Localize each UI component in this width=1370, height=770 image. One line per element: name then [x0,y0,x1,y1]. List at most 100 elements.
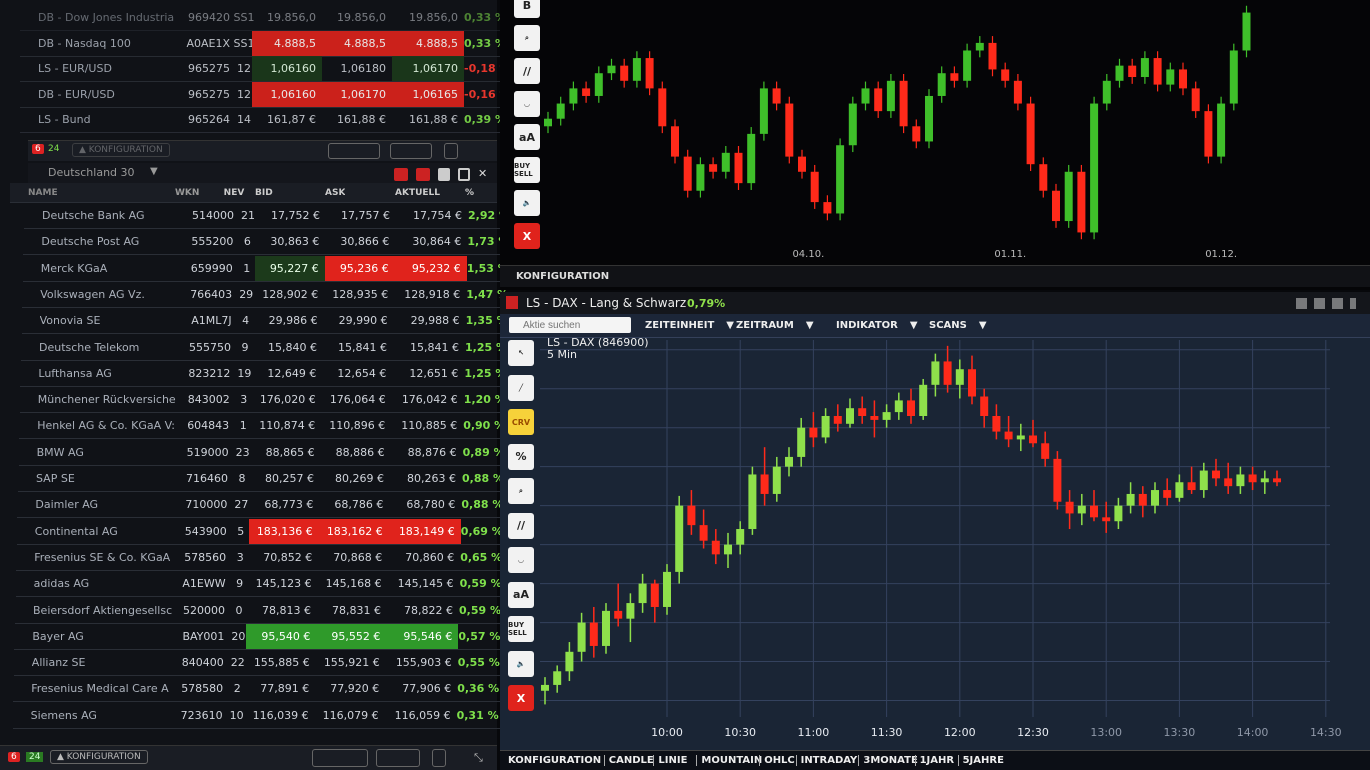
window-controls[interactable] [1296,298,1356,309]
table-row[interactable]: Deutsche Bank AG 514000 21 17,752 € 17,757 €… [24,203,511,229]
table-row[interactable]: Deutsche Telekom 555750 9 15,840 € 15,841 € 1… [21,335,508,361]
tool-speaker-button[interactable]: 🔈 [514,190,540,216]
table-row[interactable]: Fresenius SE & Co. KGaA 578560 3 70,852 € 70… [16,545,504,571]
bell-icon[interactable] [416,168,430,181]
instrument-label: LS - DAX (846900) [547,336,649,349]
list-title[interactable]: Deutschland 30 [48,166,135,179]
menu-scans[interactable]: SCANS ▼ [929,320,987,331]
konfiguration-button[interactable]: ▲ KONFIGURATION [72,143,170,157]
tool-search-button[interactable]: ⌕ [514,25,540,51]
candle [1229,50,1238,104]
col-nev[interactable]: NEV [223,187,245,198]
cell-pct: -0,18 % [464,62,507,75]
tool-buysell-button[interactable]: BUY SELL [508,616,534,642]
chart-type-linie[interactable]: LINIE [653,755,687,766]
table-row[interactable]: Münchener Rückversiche 843002 3 176,020 € 17… [19,387,507,414]
table-row[interactable]: Lufthansa AG 823212 19 12,649 € 12,654 € 12,6… [20,361,508,387]
candle [663,571,671,607]
table-row[interactable]: DB - Nasdaq 100 A0AE1X SS1 4.888,5 4.888,5 4.… [20,30,507,57]
col-name[interactable]: NAME [28,187,58,198]
order-mode-toggle[interactable] [312,749,368,767]
mobile-icon[interactable] [444,143,458,159]
tool-curve-button[interactable]: ◡ [514,91,540,117]
info-icon[interactable] [438,168,450,181]
maximize-icon[interactable] [458,168,470,181]
table-row[interactable]: Fresenius Medical Care A 578580 2 77,891 € 7… [13,676,501,703]
konfiguration-button[interactable]: KONFIGURATION [516,271,610,282]
tool-line-button[interactable]: ╱ [508,374,534,401]
cell-nev: 20 [231,629,246,643]
stock-search-input[interactable] [509,317,631,333]
table-row[interactable]: Siemens AG 723610 10 116,039 € 116,079 € 116,… [12,703,500,729]
table-row[interactable]: Deutsche Post AG 555200 6 30,863 € 30,866 € 3… [23,229,511,256]
table-row[interactable]: DB - Dow Jones Industria 969420 SS1 19.856,… [20,5,507,31]
table-row[interactable]: Merck KGaA 659990 1 95,227 €95,236 €95,232 … [22,255,510,282]
cell-ask: 19.856,0 [337,11,386,24]
tool-aa-button[interactable]: aA [508,581,534,608]
flag-toggle[interactable] [376,749,420,767]
live-icon[interactable] [394,168,408,181]
mobile-icon[interactable] [432,749,446,767]
col-wkn[interactable]: WKN [175,187,200,198]
dax-candlestick-chart[interactable]: 10:00 10:30 11:00 11:30 12:00 12:30 13:00 13:30… [500,292,1370,750]
col-bid[interactable]: BID [255,187,273,198]
top-candlestick-chart[interactable]: 04.10. 01.11. 01.12. [500,0,1370,265]
tool-curve-button[interactable]: ◡ [508,547,534,573]
col-aktuell[interactable]: AKTUELL [395,187,441,198]
alert-badge[interactable]: 6 [8,752,20,762]
table-row[interactable]: Henkel AG & Co. KGaA V: 604843 1 110,874 € 1… [19,413,507,440]
order-mode-toggle[interactable] [328,143,380,159]
chart-type-intraday[interactable]: INTRADAY [795,755,857,766]
table-row[interactable]: Bayer AG BAY001 20 95,540 €95,552 €95,546 €… [14,623,502,650]
tool-x-button[interactable]: X [508,685,534,711]
table-row[interactable]: BMW AG 519000 23 88,865 € 88,886 € 88,876 € 0,… [18,440,506,466]
table-row[interactable]: LS - EUR/USD 965275 12 1,06160 1,06180 1,0617… [20,56,507,82]
candle [671,126,679,157]
col-ask[interactable]: ASK [325,187,346,198]
close-icon[interactable]: ✕ [478,167,488,180]
tool--button[interactable]: // [508,512,534,539]
tool--button[interactable]: // [514,58,540,84]
resize-icon[interactable]: ⤡ [474,751,483,764]
chart-type-mountain[interactable]: MOUNTAIN [696,755,762,766]
alert-badge[interactable]: 6 [32,144,44,154]
table-row[interactable]: adidas AG A1EWW 9 145,123 € 145,168 € 145,145… [15,571,503,598]
table-row[interactable]: Volkswagen AG Vz. 766403 29 128,902 € 128,93… [22,282,510,308]
chart-type-konfiguration[interactable]: KONFIGURATION [508,755,602,766]
tool--button[interactable]: % [508,443,534,470]
menu-zeiteinheit[interactable]: ZEITEINHEIT ▼ [645,320,734,331]
tool-buysell-button[interactable]: BUY SELL [514,157,540,183]
konfiguration-button[interactable]: ▲ KONFIGURATION [50,750,148,764]
col-percent[interactable]: % [465,187,475,198]
table-row[interactable]: Daimler AG 710000 27 68,773 € 68,786 € 68,780… [17,492,505,519]
chart-type-5jahre[interactable]: 5JAHRE [957,755,1004,766]
menu-zeitraum[interactable]: ZEITRAUM ▼ [736,320,814,331]
table-row[interactable]: LS - Bund 965264 14 161,87 € 161,88 € 161,88 … [20,107,507,133]
tool-crv-button[interactable]: CRV [508,409,534,435]
cell-name: Deutsche Post AG [41,235,140,249]
chevron-down-icon[interactable]: ▼ [150,166,158,177]
cell-akt: 1,06165 [392,81,464,107]
cell-ask: 29,990 € [338,314,388,328]
tool-aa-button[interactable]: aA [514,124,540,150]
table-row[interactable]: DB - EUR/USD 965275 12 1,06160 1,06170 1,0616… [20,81,507,108]
chart-type-3monate[interactable]: 3MONATE [858,755,918,766]
table-row[interactable]: Continental AG 543900 5 183,136 €183,162 €1… [16,518,504,545]
chart-type-candle[interactable]: CANDLE [603,755,654,766]
tool-search-button[interactable]: ⌕ [508,478,534,504]
table-row[interactable]: Allianz SE 840400 22 155,885 € 155,921 € 155,… [13,650,501,677]
candle [1090,505,1098,518]
tool-x-button[interactable]: X [514,223,540,249]
menu-indikator[interactable]: INDIKATOR ▼ [836,320,918,331]
chart-type-1jahr[interactable]: 1JAHR [914,755,954,766]
tool-speaker-button[interactable]: 🔈 [508,650,534,677]
flag-toggle[interactable] [390,143,432,159]
candle [620,65,629,81]
table-row[interactable]: Vonovia SE A1ML7J 4 29,986 € 29,990 € 29,988 … [21,308,509,335]
tool-cursor-button[interactable]: ↖ [508,340,534,366]
chart-type-ohlc[interactable]: OHLC [759,755,795,766]
tool-b-button[interactable]: B [514,0,540,18]
cell-pct: 0,33 % [464,11,506,24]
table-row[interactable]: SAP SE 716460 8 80,257 € 80,269 € 80,263 € 0,8… [18,466,505,492]
table-row[interactable]: Beiersdorf Aktiengesellsc 520000 0 78,813 €… [15,598,502,624]
